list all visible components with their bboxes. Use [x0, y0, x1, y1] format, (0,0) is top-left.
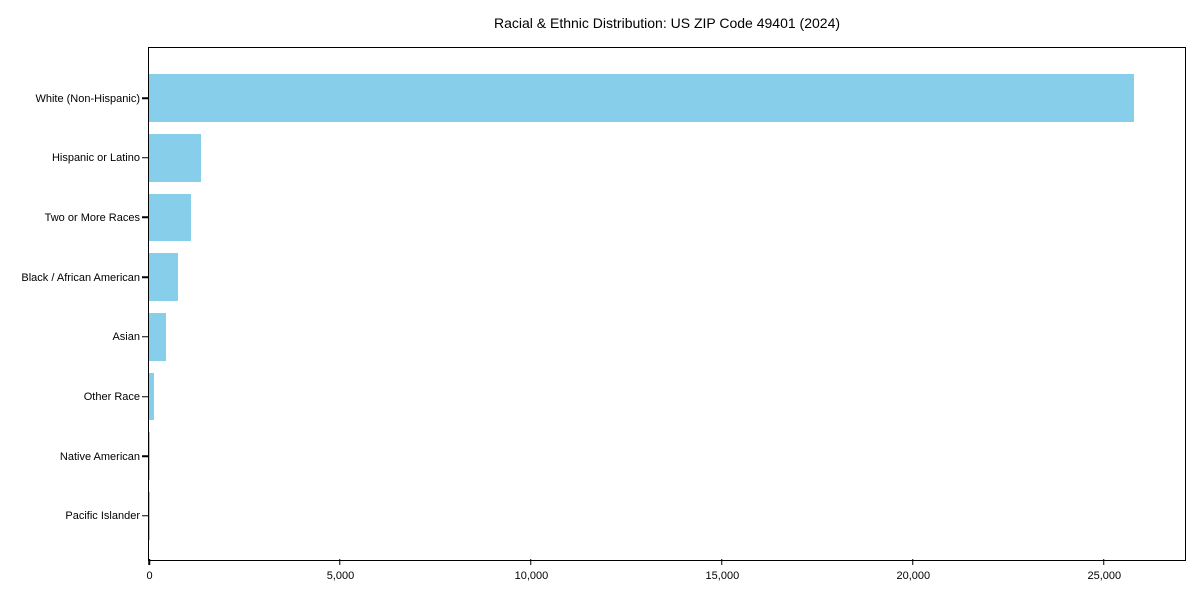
- y-tick: [141, 515, 148, 517]
- y-axis-label-black-african-american: Black / African American: [21, 271, 140, 284]
- bar-two-or-more-races: [149, 193, 191, 242]
- y-axis-label-white-non-hispanic: White (Non-Hispanic): [35, 92, 140, 105]
- y-tick: [141, 97, 148, 99]
- y-tick: [141, 216, 148, 219]
- chart-title: Racial & Ethnic Distribution: US ZIP Cod…: [493, 15, 841, 31]
- bar-other-race: [149, 372, 155, 421]
- y-axis-label-hispanic-or-latino: Hispanic or Latino: [51, 152, 140, 165]
- y-tick: [141, 276, 148, 278]
- x-axis-tick-label-15-000: 15,000: [705, 570, 740, 582]
- y-tick: [141, 455, 148, 457]
- x-axis-tick-label-25-000: 25,000: [1087, 570, 1122, 582]
- x-tick: [1103, 559, 1105, 565]
- x-tick: [339, 559, 341, 565]
- y-axis-label-two-or-more-races: Two or More Races: [44, 211, 140, 224]
- y-tick: [141, 395, 148, 398]
- bar-native-american: [149, 432, 150, 481]
- x-tick: [721, 559, 723, 565]
- bar-black-african-american: [149, 253, 179, 301]
- x-axis-tick-label-20-000: 20,000: [896, 570, 931, 582]
- x-tick: [530, 559, 532, 565]
- x-tick: [148, 559, 150, 565]
- bar-hispanic-or-latino: [149, 133, 202, 182]
- plot-area: [141, 47, 1186, 565]
- y-axis-label-asian: Asian: [112, 331, 140, 344]
- y-tick: [141, 156, 148, 159]
- y-axis-label-native-american: Native American: [59, 450, 140, 463]
- y-axis-label-other-race: Other Race: [83, 391, 140, 403]
- y-tick: [141, 336, 148, 338]
- x-axis-tick-label-10-000: 10,000: [514, 570, 549, 582]
- x-axis-tick-label-0: 0: [146, 570, 153, 582]
- x-axis-tick-label-5-000: 5,000: [326, 570, 355, 582]
- y-axis-label-pacific-islander: Pacific Islander: [65, 510, 140, 523]
- x-tick: [912, 559, 914, 565]
- bar-asian: [149, 312, 167, 361]
- bar-white-non-hispanic: [149, 74, 1135, 122]
